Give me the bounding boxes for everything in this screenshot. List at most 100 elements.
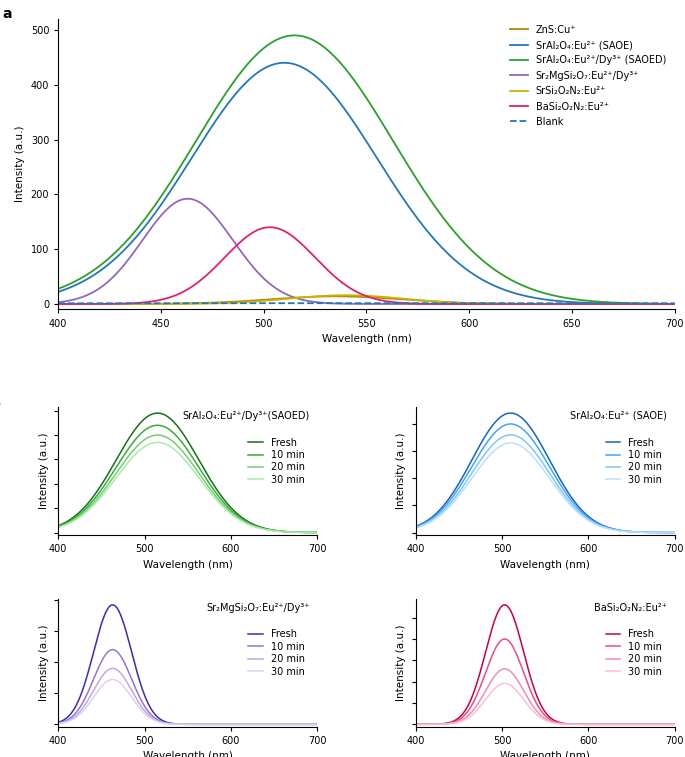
30 min — [562, 720, 571, 729]
Fresh — [313, 528, 321, 537]
Line: 30 min: 30 min — [416, 684, 675, 724]
30 min — [251, 522, 259, 531]
30 min — [635, 528, 643, 537]
20 min — [251, 522, 259, 531]
Fresh — [205, 720, 213, 729]
Fresh — [569, 495, 577, 504]
30 min — [205, 486, 213, 495]
10 min — [205, 478, 213, 488]
Fresh — [608, 524, 616, 533]
10 min — [109, 645, 117, 654]
10 min — [313, 720, 321, 729]
30 min — [427, 720, 436, 729]
20 min — [277, 720, 286, 729]
Fresh — [412, 720, 420, 729]
20 min — [671, 720, 679, 729]
Fresh — [635, 528, 643, 537]
Fresh — [501, 600, 509, 609]
30 min — [608, 720, 616, 729]
30 min — [277, 720, 286, 729]
Y-axis label: Intensity (a.u.): Intensity (a.u.) — [396, 433, 406, 509]
20 min — [277, 527, 286, 536]
Fresh — [427, 720, 436, 729]
10 min — [507, 419, 515, 428]
Text: SrAl₂O₄:Eu²⁺ (SAOE): SrAl₂O₄:Eu²⁺ (SAOE) — [570, 411, 667, 421]
20 min — [54, 719, 62, 728]
Fresh — [427, 513, 436, 522]
30 min — [54, 719, 62, 728]
Fresh — [569, 720, 577, 729]
Fresh — [212, 720, 220, 729]
10 min — [212, 720, 220, 729]
Fresh — [109, 600, 117, 609]
Legend: Fresh, 10 min, 20 min, 30 min: Fresh, 10 min, 20 min, 30 min — [248, 438, 305, 484]
20 min — [54, 522, 62, 531]
20 min — [109, 664, 117, 673]
30 min — [569, 503, 577, 512]
20 min — [219, 720, 227, 729]
20 min — [577, 720, 585, 729]
30 min — [313, 528, 321, 537]
Y-axis label: Intensity (a.u.): Intensity (a.u.) — [38, 433, 49, 509]
20 min — [219, 500, 227, 509]
X-axis label: Wavelength (nm): Wavelength (nm) — [500, 559, 590, 569]
10 min — [219, 498, 227, 507]
20 min — [251, 720, 259, 729]
10 min — [313, 528, 321, 537]
Fresh — [277, 527, 286, 536]
20 min — [412, 720, 420, 729]
20 min — [412, 523, 420, 532]
30 min — [70, 516, 78, 525]
Fresh — [277, 720, 286, 729]
30 min — [412, 524, 420, 533]
Text: SrAl₂O₄:Eu²⁺/Dy³⁺(SAOED): SrAl₂O₄:Eu²⁺/Dy³⁺(SAOED) — [182, 411, 310, 421]
Text: a: a — [3, 8, 12, 21]
20 min — [205, 483, 213, 492]
Line: Fresh: Fresh — [416, 605, 675, 724]
20 min — [608, 720, 616, 729]
Fresh — [70, 512, 78, 522]
20 min — [671, 528, 679, 537]
Fresh — [54, 522, 62, 531]
Fresh — [251, 521, 259, 530]
30 min — [219, 720, 227, 729]
Line: 10 min: 10 min — [416, 639, 675, 724]
30 min — [277, 527, 286, 536]
X-axis label: Wavelength (nm): Wavelength (nm) — [142, 559, 233, 569]
Line: 20 min: 20 min — [416, 435, 675, 533]
20 min — [212, 720, 220, 729]
20 min — [569, 720, 577, 729]
20 min — [635, 720, 643, 729]
10 min — [427, 720, 436, 729]
Y-axis label: Intensity (a.u.): Intensity (a.u.) — [38, 625, 49, 701]
10 min — [562, 489, 571, 498]
10 min — [562, 719, 571, 728]
Line: 30 min: 30 min — [58, 680, 317, 724]
Legend: Fresh, 10 min, 20 min, 30 min: Fresh, 10 min, 20 min, 30 min — [606, 438, 662, 484]
10 min — [54, 718, 62, 727]
Fresh — [205, 472, 213, 481]
Fresh — [671, 720, 679, 729]
Line: 20 min: 20 min — [58, 435, 317, 532]
10 min — [251, 522, 259, 531]
10 min — [70, 710, 78, 719]
Fresh — [507, 409, 515, 418]
10 min — [412, 522, 420, 531]
Text: Sr₂MgSi₂O₇:Eu²⁺/Dy³⁺: Sr₂MgSi₂O₇:Eu²⁺/Dy³⁺ — [206, 603, 310, 612]
Fresh — [671, 528, 679, 537]
30 min — [507, 438, 515, 447]
Line: 20 min: 20 min — [416, 669, 675, 724]
30 min — [205, 720, 213, 729]
10 min — [212, 488, 220, 497]
10 min — [427, 514, 436, 523]
Fresh — [54, 718, 62, 727]
10 min — [153, 421, 162, 430]
30 min — [54, 523, 62, 532]
20 min — [562, 493, 571, 502]
X-axis label: Wavelength (nm): Wavelength (nm) — [142, 751, 233, 757]
30 min — [577, 720, 585, 729]
Text: BaSi₂O₂N₂:Eu²⁺: BaSi₂O₂N₂:Eu²⁺ — [594, 603, 667, 612]
Fresh — [153, 409, 162, 418]
20 min — [427, 516, 436, 525]
20 min — [313, 720, 321, 729]
